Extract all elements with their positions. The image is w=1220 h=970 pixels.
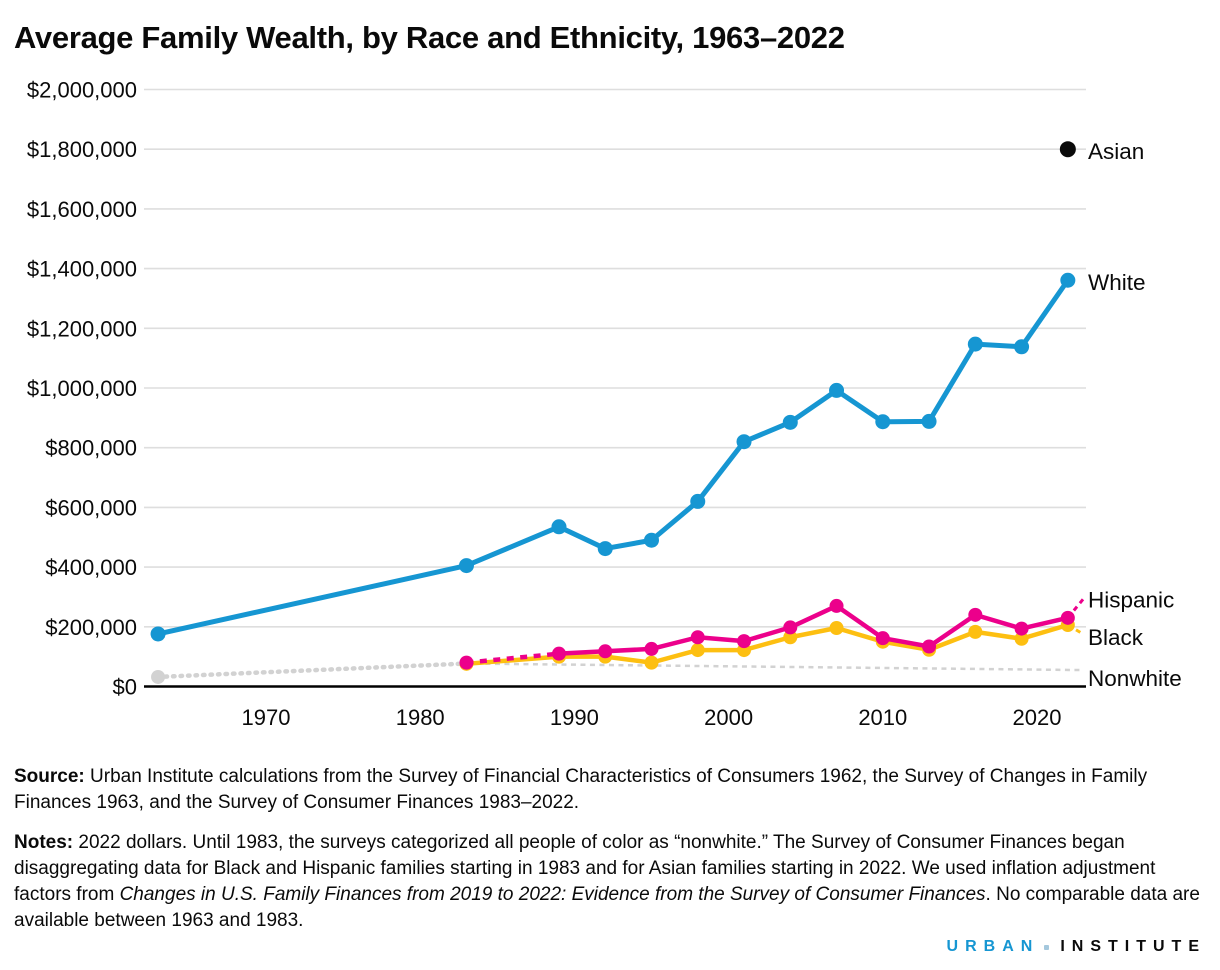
y-tick-label: $0 [113, 675, 137, 700]
nonwhite-data-point [151, 669, 166, 684]
x-tick-label: 2010 [858, 705, 907, 730]
x-tick-label: 1970 [242, 705, 291, 730]
hispanic-data-point [783, 620, 798, 635]
white-data-point [967, 336, 983, 352]
white-series-label: White [1088, 270, 1146, 295]
white-data-point [150, 626, 166, 642]
white-data-point [1060, 272, 1076, 288]
white-data-point [921, 413, 937, 429]
y-tick-label: $1,600,000 [27, 197, 137, 222]
y-tick-label: $1,400,000 [27, 257, 137, 282]
hispanic-data-point [922, 639, 937, 654]
nonwhite-series-label: Nonwhite [1088, 666, 1182, 691]
hispanic-data-point [968, 607, 983, 622]
x-tick-label: 1980 [396, 705, 445, 730]
notes-paragraph: Notes: 2022 dollars. Until 1983, the sur… [14, 830, 1206, 934]
hispanic-series-label: Hispanic [1088, 587, 1174, 612]
y-tick-label: $1,800,000 [27, 137, 137, 162]
hispanic-data-point [1014, 621, 1029, 636]
chart-title: Average Family Wealth, by Race and Ethni… [14, 20, 845, 55]
source-text: Urban Institute calculations from the Su… [14, 766, 1148, 813]
y-tick-label: $1,200,000 [27, 316, 137, 341]
hispanic-data-point [459, 655, 474, 670]
hispanic-data-point [737, 634, 752, 649]
white-data-point [597, 541, 613, 557]
white-data-point [690, 493, 706, 509]
x-tick-label: 2020 [1013, 705, 1062, 730]
hispanic-line-dashed-segment [466, 651, 560, 665]
white-data-point [1014, 339, 1030, 355]
white-data-point [458, 558, 474, 574]
white-line [157, 278, 1070, 637]
notes-text-1: 2022 dollars. Until 1983, the surveys ca… [14, 832, 1156, 905]
source-label: Source: [14, 766, 85, 787]
black-data-point [690, 643, 705, 658]
hispanic-line [558, 603, 1069, 656]
nonwhite-line-dotted [155, 661, 469, 680]
notes-text-2: . No comparable data are available betwe… [14, 884, 1200, 931]
white-data-point [551, 519, 567, 535]
hispanic-data-point [551, 646, 566, 661]
hispanic-data-point [644, 641, 659, 656]
hispanic-data-point [875, 631, 890, 646]
notes-label: Notes: [14, 832, 74, 853]
hispanic-data-point [1060, 610, 1075, 625]
source-note: Source: Urban Institute calculations fro… [14, 764, 1206, 816]
nonwhite-label-leader-line [466, 662, 1084, 672]
x-tick-label: 2000 [704, 705, 753, 730]
black-series-label: Black [1088, 625, 1144, 650]
white-data-point [782, 414, 798, 430]
white-data-point [829, 382, 845, 398]
y-tick-label: $800,000 [45, 436, 137, 461]
y-tick-label: $600,000 [45, 495, 137, 520]
hispanic-data-point [598, 644, 613, 659]
y-tick-label: $400,000 [45, 555, 137, 580]
x-tick-label: 1990 [550, 705, 599, 730]
black-data-point [783, 630, 798, 645]
white-data-point [644, 532, 659, 548]
logo-dot-separator [1044, 944, 1050, 950]
logo-word-urban: URBAN [946, 938, 1040, 955]
y-tick-label: $200,000 [45, 615, 137, 640]
asian-series-label: Asian [1088, 139, 1144, 164]
hispanic-data-point [690, 630, 705, 645]
y-tick-label: $2,000,000 [27, 78, 137, 103]
black-data-point [829, 620, 844, 635]
y-tick-label: $1,000,000 [27, 376, 137, 401]
hispanic-data-point [829, 598, 844, 613]
wealth-line-chart: $2,000,000 $1,800,000 $1,600,000 $1,400,000… [27, 78, 1182, 731]
urban-institute-logo: URBAN INSTITUTE [947, 938, 1206, 956]
white-data-point [736, 434, 752, 450]
white-data-point [875, 414, 891, 430]
notes-italic-citation: Changes in U.S. Family Finances from 201… [119, 884, 986, 905]
black-data-point [968, 624, 983, 639]
black-data-point [1014, 631, 1029, 646]
black-data-point [644, 655, 659, 670]
logo-word-institute: INSTITUTE [1060, 938, 1206, 955]
asian-data-point [1059, 141, 1076, 158]
